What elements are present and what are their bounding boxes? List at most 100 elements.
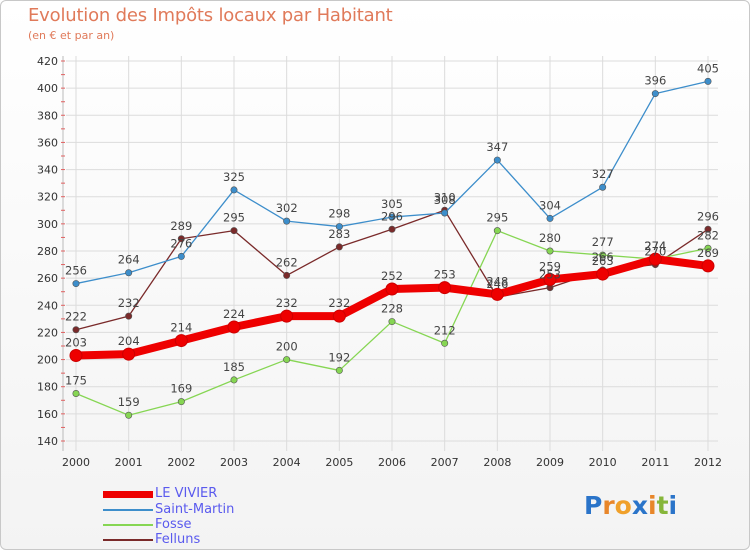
data-point	[441, 339, 449, 347]
legend-label: LE VIVIER	[155, 486, 218, 501]
data-point	[283, 271, 291, 279]
data-label: 252	[381, 269, 403, 283]
data-label: 200	[276, 340, 298, 354]
data-point	[704, 225, 712, 233]
y-tick-label: 360	[37, 136, 58, 149]
data-label: 266	[592, 250, 614, 264]
data-label: 159	[118, 395, 140, 409]
data-label: 232	[276, 296, 298, 310]
data-label: 259	[539, 260, 561, 274]
y-tick-label: 340	[37, 164, 58, 177]
x-tick-label: 2007	[431, 456, 459, 469]
data-point	[335, 223, 343, 231]
data-point	[230, 186, 238, 194]
data-label: 232	[328, 296, 350, 310]
data-label: 325	[223, 170, 245, 184]
data-label: 295	[223, 211, 245, 225]
data-point	[335, 243, 343, 251]
data-label: 276	[170, 236, 192, 250]
data-point	[332, 309, 346, 323]
data-point	[651, 90, 659, 98]
data-point	[701, 259, 715, 273]
x-tick-label: 2001	[115, 456, 143, 469]
x-tick-label: 2002	[167, 456, 195, 469]
data-point	[174, 334, 188, 348]
data-point	[125, 269, 133, 277]
data-label: 253	[434, 268, 456, 282]
data-point	[704, 77, 712, 85]
legend-item-fosse: Fosse	[103, 518, 192, 532]
data-label: 305	[381, 197, 403, 211]
data-label: 212	[434, 323, 456, 337]
legend-label: Felluns	[155, 532, 201, 547]
data-label: 298	[328, 207, 350, 221]
y-tick-label: 260	[37, 272, 58, 285]
data-point	[490, 287, 504, 301]
y-tick-label: 300	[37, 218, 58, 231]
proxiti-logo: Proxiti	[584, 491, 677, 520]
data-point	[177, 235, 185, 243]
data-label: 232	[118, 296, 140, 310]
logo-letter: i	[648, 491, 657, 520]
y-tick-label: 380	[37, 109, 58, 122]
data-label: 224	[223, 307, 245, 321]
data-point	[69, 349, 83, 362]
data-label: 296	[381, 209, 403, 223]
data-point	[385, 282, 399, 296]
y-tick-label: 420	[37, 55, 58, 68]
data-label: 277	[592, 235, 614, 249]
data-label: 256	[65, 264, 87, 278]
data-label: 289	[170, 219, 192, 233]
data-point	[704, 244, 712, 252]
data-point	[493, 227, 501, 235]
data-point	[177, 252, 185, 260]
y-tick-label: 400	[37, 82, 58, 95]
legend-label: Saint-Martin	[155, 502, 235, 517]
logo-letter: x	[631, 491, 648, 520]
data-label: 263	[592, 254, 614, 268]
y-tick-label: 320	[37, 191, 58, 204]
logo-letter: r	[602, 491, 615, 520]
data-label: 396	[644, 74, 666, 88]
data-label: 222	[65, 310, 87, 324]
x-tick-label: 2005	[325, 456, 353, 469]
data-point	[441, 209, 449, 217]
data-point	[546, 214, 554, 222]
legend-swatch	[103, 490, 153, 498]
logo-letter: t	[656, 491, 669, 520]
data-point	[648, 252, 662, 266]
x-tick-label: 2010	[589, 456, 617, 469]
data-point	[72, 389, 80, 397]
data-label: 204	[118, 334, 140, 348]
data-label: 274	[644, 239, 666, 253]
y-tick-label: 280	[37, 245, 58, 258]
data-point	[283, 217, 291, 225]
data-point	[280, 309, 294, 323]
data-label: 405	[697, 61, 719, 75]
data-point	[596, 267, 610, 281]
data-point	[72, 280, 80, 288]
data-point	[177, 398, 185, 406]
data-label: 214	[170, 321, 192, 335]
x-tick-label: 2000	[62, 456, 90, 469]
data-point	[283, 356, 291, 364]
x-tick-label: 2004	[273, 456, 301, 469]
data-label: 282	[697, 228, 719, 242]
y-tick-label: 200	[37, 354, 58, 367]
legend-label: Fosse	[155, 517, 192, 532]
x-tick-label: 2012	[694, 456, 722, 469]
data-label: 347	[486, 140, 508, 154]
x-tick-label: 2003	[220, 456, 248, 469]
legend-item-saint-martin: Saint-Martin	[103, 503, 234, 517]
data-label: 302	[276, 201, 298, 215]
y-tick-label: 220	[37, 326, 58, 339]
data-point	[388, 318, 396, 326]
data-point	[546, 247, 554, 255]
data-point	[438, 281, 452, 295]
legend-swatch	[103, 509, 153, 511]
legend-item-le-vivier: LE VIVIER	[103, 487, 217, 501]
data-point	[230, 376, 238, 384]
data-label: 262	[276, 255, 298, 269]
